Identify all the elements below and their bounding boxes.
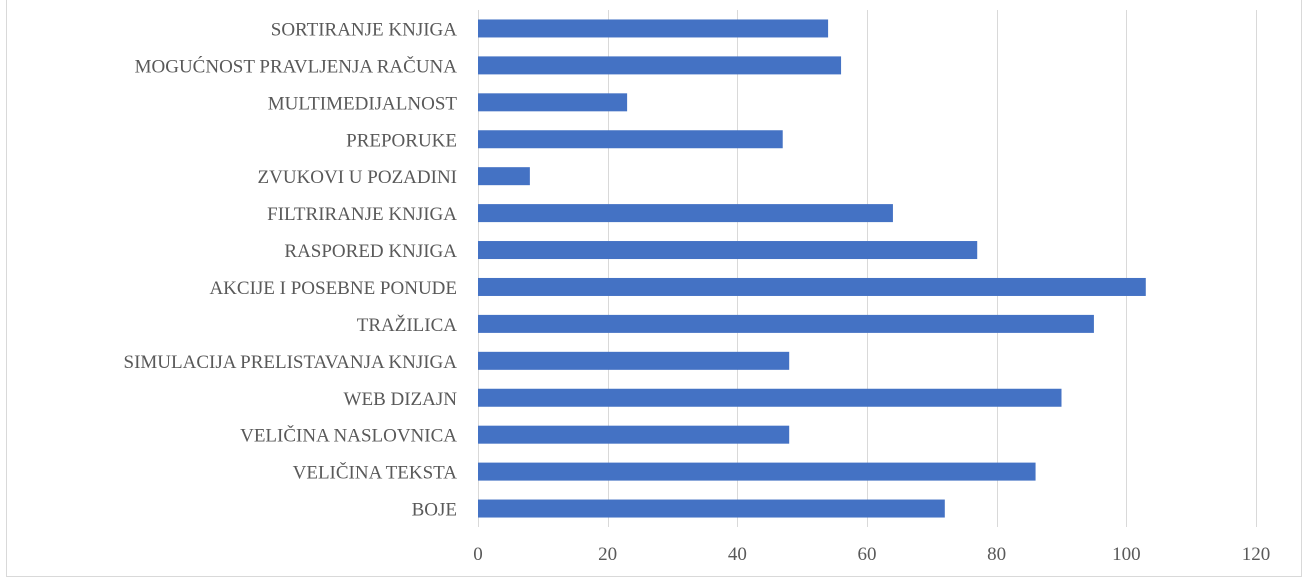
category-labels: SORTIRANJE KNJIGA MOGUĆNOST PRAVLJENJA RA…	[124, 19, 458, 520]
gridlines	[478, 10, 1257, 527]
x-tick-label: 0	[473, 544, 483, 565]
category-label: MOGUĆNOST PRAVLJENJA RAČUNA	[135, 55, 458, 77]
bar	[478, 204, 893, 223]
bar	[478, 277, 1146, 296]
bar	[478, 19, 829, 38]
x-tick-label: 40	[728, 544, 747, 565]
bar	[478, 93, 628, 112]
bar	[478, 167, 530, 186]
category-label: PREPORUKE	[346, 130, 457, 151]
x-tick-label: 20	[598, 544, 617, 565]
bar	[478, 241, 978, 260]
bar	[478, 462, 1036, 481]
bar	[478, 351, 790, 370]
category-label: FILTRIRANJE KNJIGA	[267, 204, 457, 225]
category-label: RASPORED KNJIGA	[284, 241, 457, 262]
x-tick-label: 120	[1242, 544, 1271, 565]
category-label: ZVUKOVI U POZADINI	[258, 167, 457, 188]
bar	[478, 314, 1094, 333]
bar	[478, 56, 842, 75]
bar	[478, 130, 783, 149]
bar	[478, 499, 945, 518]
category-label: VELIČINA NASLOVNICA	[240, 425, 457, 447]
x-tick-label: 80	[987, 544, 1006, 565]
category-label: WEB DIZAJN	[344, 389, 458, 410]
category-label: VELIČINA TEKSTA	[293, 462, 458, 484]
x-axis-tick-labels: 0 20 40 60 80 100 120	[473, 544, 1270, 565]
category-label: MULTIMEDIJALNOST	[268, 93, 458, 114]
category-label: TRAŽILICA	[357, 314, 458, 336]
x-tick-label: 60	[858, 544, 877, 565]
bar	[478, 425, 790, 444]
category-label: AKCIJE I POSEBNE PONUDE	[209, 278, 457, 299]
bars	[478, 19, 1146, 518]
category-label: BOJE	[412, 500, 457, 521]
category-label: SORTIRANJE KNJIGA	[271, 19, 458, 40]
x-tick-label: 100	[1112, 544, 1141, 565]
bar	[478, 388, 1062, 407]
category-label: SIMULACIJA PRELISTAVANJA KNJIGA	[124, 352, 458, 373]
